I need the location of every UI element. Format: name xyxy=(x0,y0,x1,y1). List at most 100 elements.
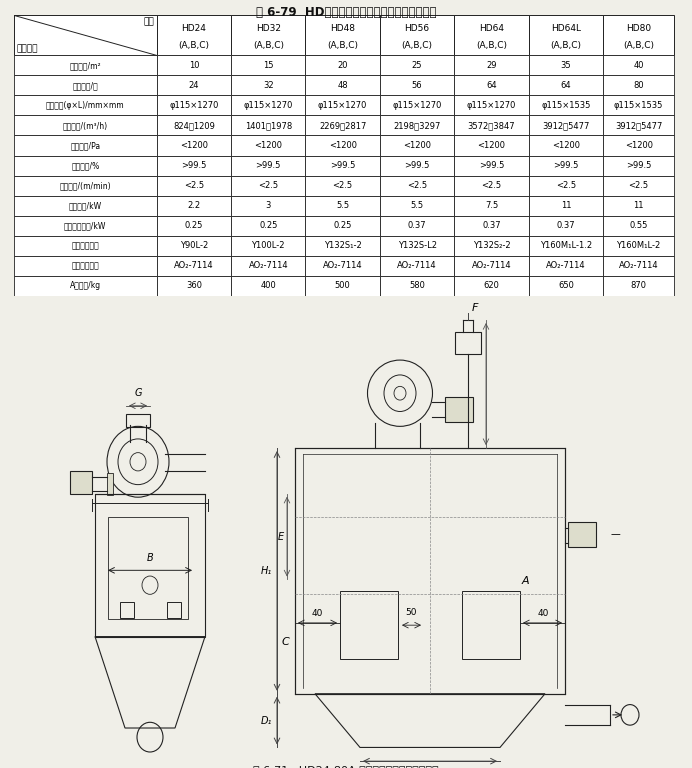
Text: 除尘效率/%: 除尘效率/% xyxy=(71,161,100,170)
Text: 型号: 型号 xyxy=(143,18,154,27)
Text: —: — xyxy=(610,528,620,539)
Bar xyxy=(529,236,603,256)
Text: 870: 870 xyxy=(630,281,646,290)
Text: HD32: HD32 xyxy=(256,24,281,33)
Bar xyxy=(454,75,529,95)
Bar xyxy=(568,522,596,548)
Text: HD56: HD56 xyxy=(405,24,430,33)
Bar xyxy=(231,256,305,276)
Text: 风机功率/kW: 风机功率/kW xyxy=(69,201,102,210)
Bar xyxy=(445,396,473,422)
Text: φ115×1535: φ115×1535 xyxy=(541,101,590,110)
Bar xyxy=(14,15,156,55)
Bar xyxy=(380,75,454,95)
Bar xyxy=(454,176,529,196)
Text: 400: 400 xyxy=(260,281,276,290)
Text: 620: 620 xyxy=(484,281,500,290)
Bar xyxy=(380,256,454,276)
Text: 29: 29 xyxy=(486,61,497,70)
Text: 过滤风速/(m/min): 过滤风速/(m/min) xyxy=(60,181,111,190)
Bar xyxy=(529,15,603,55)
Text: <2.5: <2.5 xyxy=(628,181,648,190)
Text: B: B xyxy=(147,554,154,564)
Text: 500: 500 xyxy=(335,281,351,290)
Bar xyxy=(231,75,305,95)
Text: 0.37: 0.37 xyxy=(556,221,575,230)
Text: 技术性能: 技术性能 xyxy=(17,45,38,53)
Bar xyxy=(305,55,380,75)
Bar xyxy=(305,236,380,256)
Bar xyxy=(380,155,454,176)
Text: 40: 40 xyxy=(537,609,549,618)
Bar xyxy=(603,75,674,95)
Text: 64: 64 xyxy=(561,81,571,90)
Text: 56: 56 xyxy=(412,81,422,90)
Bar xyxy=(14,256,156,276)
Bar xyxy=(231,155,305,176)
Text: 5.5: 5.5 xyxy=(410,201,424,210)
Bar xyxy=(380,135,454,155)
Text: <2.5: <2.5 xyxy=(407,181,427,190)
Bar xyxy=(156,155,231,176)
Text: Y160M₁L-2: Y160M₁L-2 xyxy=(617,241,661,250)
Bar xyxy=(454,155,529,176)
Text: 过滤面积/m²: 过滤面积/m² xyxy=(69,61,101,70)
Bar xyxy=(156,176,231,196)
Bar xyxy=(454,55,529,75)
Bar xyxy=(529,216,603,236)
Bar xyxy=(380,196,454,216)
Text: 35: 35 xyxy=(561,61,571,70)
Text: AO₂-7114: AO₂-7114 xyxy=(472,261,511,270)
Bar xyxy=(603,176,674,196)
Text: 7.5: 7.5 xyxy=(485,201,498,210)
Bar xyxy=(156,216,231,236)
Text: 15: 15 xyxy=(263,61,273,70)
Text: <1200: <1200 xyxy=(403,141,431,150)
Text: >99.5: >99.5 xyxy=(404,161,430,170)
Text: 11: 11 xyxy=(633,201,644,210)
Bar xyxy=(305,256,380,276)
Text: A型质量/kg: A型质量/kg xyxy=(70,281,101,290)
Bar xyxy=(603,236,674,256)
Text: >99.5: >99.5 xyxy=(330,161,356,170)
Bar xyxy=(529,135,603,155)
Bar xyxy=(529,55,603,75)
Bar xyxy=(380,95,454,115)
Bar xyxy=(14,55,156,75)
Text: 表 6-79  HD型库顶机械振打袋式除尘器技术性能: 表 6-79 HD型库顶机械振打袋式除尘器技术性能 xyxy=(256,6,436,19)
Text: <1200: <1200 xyxy=(625,141,653,150)
Bar xyxy=(156,236,231,256)
Bar xyxy=(529,75,603,95)
Bar xyxy=(14,176,156,196)
Bar xyxy=(156,55,231,75)
Bar xyxy=(529,276,603,296)
Bar xyxy=(603,55,674,75)
Text: 25: 25 xyxy=(412,61,422,70)
Text: H₁: H₁ xyxy=(261,566,272,576)
Text: 580: 580 xyxy=(409,281,425,290)
Text: φ115×1270: φ115×1270 xyxy=(244,101,293,110)
Text: C: C xyxy=(281,637,289,647)
Bar xyxy=(156,75,231,95)
Text: >99.5: >99.5 xyxy=(553,161,579,170)
Bar xyxy=(167,602,181,618)
Bar xyxy=(603,276,674,296)
Text: 0.25: 0.25 xyxy=(185,221,203,230)
Bar xyxy=(529,115,603,135)
Bar xyxy=(380,55,454,75)
Text: >99.5: >99.5 xyxy=(479,161,504,170)
Bar xyxy=(305,176,380,196)
Bar xyxy=(454,216,529,236)
Bar xyxy=(603,196,674,216)
Text: Y132S₂-2: Y132S₂-2 xyxy=(473,241,510,250)
Text: F: F xyxy=(472,303,478,313)
Text: φ115×1270: φ115×1270 xyxy=(169,101,219,110)
Text: φ115×1270: φ115×1270 xyxy=(318,101,367,110)
Text: 0.25: 0.25 xyxy=(259,221,277,230)
Text: 清灰电机功率/kW: 清灰电机功率/kW xyxy=(64,221,107,230)
Bar xyxy=(231,196,305,216)
Bar xyxy=(231,216,305,236)
Text: 0.55: 0.55 xyxy=(630,221,648,230)
Text: (A,B,C): (A,B,C) xyxy=(476,41,507,50)
Bar xyxy=(156,135,231,155)
